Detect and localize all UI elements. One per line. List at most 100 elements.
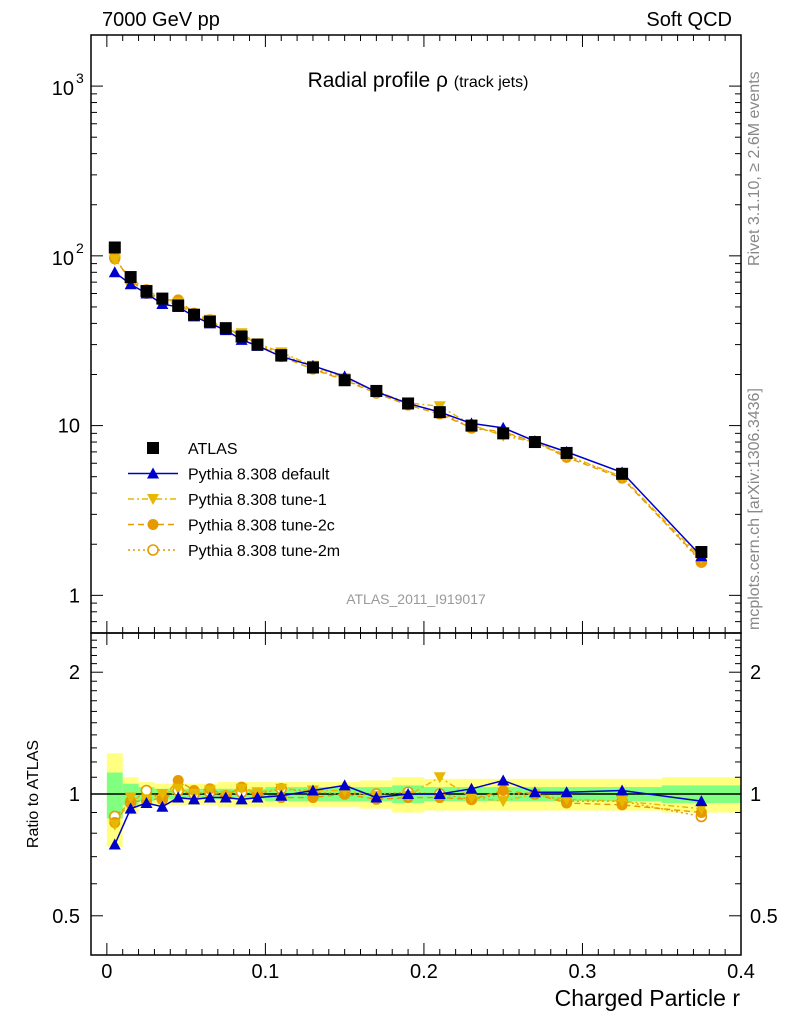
ratio-data-point [465,782,478,794]
legend-marker [147,519,159,530]
ratio-data-point [203,785,216,797]
ratio-y-tick-label-right: 0.5 [750,906,778,928]
main-data-data-point [251,338,264,351]
main-data-data-point [275,349,288,362]
ratio-data-point [156,789,169,800]
main-data-data-point [140,285,153,298]
x-tick-label: 0.4 [727,961,755,983]
ratio-data-point [433,788,446,799]
ratio-data-point [140,784,153,797]
main-data-data-point [203,315,216,328]
main-data-data-point [338,374,351,387]
x-tick-label: 0.2 [410,961,438,983]
main-data-series-0 [108,241,708,559]
ratio-data-point [275,789,288,801]
ratio-data-point [235,783,248,795]
ratio-data-point [124,802,137,814]
ratio-data-point [235,793,248,805]
legend-marker [147,544,159,556]
ratio-series-line [114,779,702,823]
main-data-data-point [695,546,708,559]
ratio-data-point [433,772,446,784]
y-tick-label: 10 [58,416,80,438]
ratio-data-point [616,784,629,796]
main-data-data-point [172,299,185,312]
legend-label: ATLAS [188,441,238,458]
legend-item: Pythia 8.308 tune-2c [128,518,335,535]
chart-title: Radial profile ρ (track jets) [308,69,529,92]
main-data-point [108,254,121,266]
ratio-data-point [172,783,185,795]
ratio-data-point [203,791,216,803]
x-tick-label: 0 [101,961,112,983]
ratio-y-tick-label: 2 [69,662,80,684]
main-data-point [108,266,121,278]
y-tick-label: 1 [69,585,80,607]
ratio-y-axis-ticks [91,632,741,956]
main-data-data-point [497,427,510,440]
ratio-series-line [114,776,702,825]
main-y-axis-ticks [91,34,741,634]
ratio-data-point [497,796,510,808]
ratio-data-point [172,791,185,803]
ratio-data-point [465,792,478,804]
y-tick-exponent: 3 [76,70,84,86]
ratio-y-axis-label: Ratio to ATLAS [25,740,42,848]
ratio-data-point [251,791,264,803]
main-series-line [114,256,702,563]
ratio-y-tick-label: 1 [69,784,80,806]
main-data-data-point [156,292,169,305]
ratio-data-point [338,779,351,791]
x-axis-ticks [90,35,742,955]
main-data-data-point [188,308,201,321]
main-data-data-point [370,384,383,397]
ratio-data-point [172,774,184,786]
ratio-data-point [140,797,153,809]
legend-marker [147,494,159,505]
x-axis-label: Charged Particle r [555,985,741,1011]
energy-label: 7000 GeV pp [102,9,220,31]
legend-marker [147,442,159,454]
legend: ATLAS Pythia 8.308 default Pythia 8.308 tu… [128,441,340,560]
ratio-data-point [275,783,288,795]
ratio-series-3 [108,774,708,850]
ratio-data-point [108,819,121,831]
ratio-data-point [497,785,509,797]
ratio-series-line [114,779,702,845]
main-data-data-point [124,271,137,284]
chart-title-symbol: ρ [436,69,454,92]
ratio-uncertainty-bands [106,753,741,847]
legend-item: Pythia 8.308 tune-2m [128,543,340,560]
main-data-data-point [465,419,478,432]
main-data-data-point [108,241,121,254]
ratio-data-point [402,788,415,799]
ratio-data-point [108,838,121,850]
legend-label: Pythia 8.308 tune-2c [188,518,335,535]
ratio-data-point [306,784,319,796]
x-tick-label: 0.3 [569,961,597,983]
main-data-data-point [219,322,232,335]
legend-label: Pythia 8.308 tune-1 [188,492,327,509]
ratio-data-point [560,786,573,798]
ratio-data-point [156,800,169,812]
ratio-data-point [695,795,708,807]
main-data-data-point [560,446,573,459]
main-data-data-point [235,330,248,343]
y-tick-label: 10 [52,78,74,100]
legend-marker [147,467,159,479]
main-data-data-point [402,397,415,410]
ratio-data-point [188,793,201,805]
main-data-data-point [616,467,629,480]
uncertainty-band-bin [106,772,123,819]
chart-title-suffix: (track jets) [454,74,529,91]
ratio-data-point [370,791,383,803]
ratio-y-tick-label: 0.5 [52,906,80,928]
chart-title-text: Radial profile [308,69,436,92]
ratio-y-tick-label-right: 2 [750,662,761,684]
main-series-line [114,259,702,559]
legend-label: Pythia 8.308 tune-2m [188,543,340,560]
main-data-point [124,278,137,290]
ratio-data-point [528,786,541,798]
y-tick-exponent: 2 [76,240,84,256]
